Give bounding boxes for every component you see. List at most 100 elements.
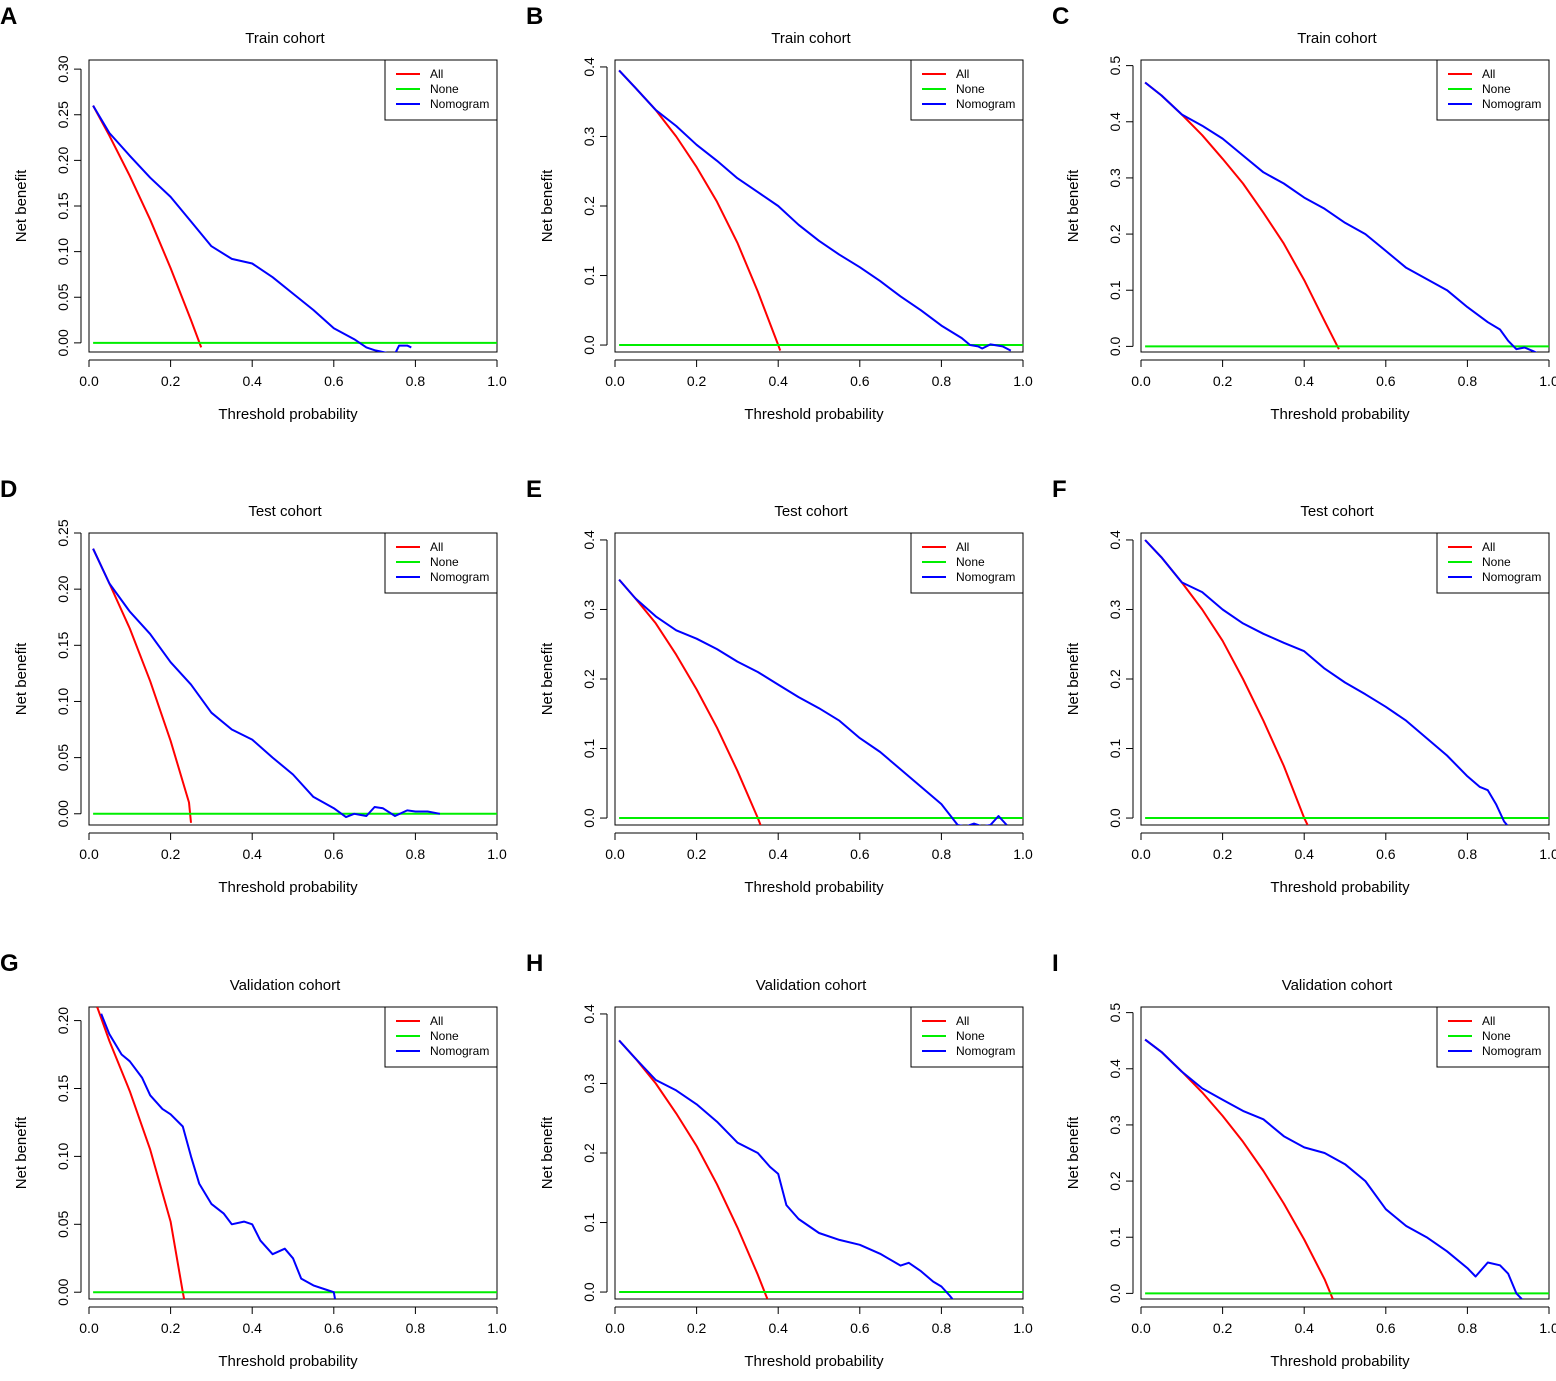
x-tick-label: 0.0	[605, 846, 625, 862]
y-tick-label: 0.3	[581, 1074, 597, 1094]
y-axis-label: Net benefit	[13, 1116, 30, 1189]
x-axis-label: Threshold probability	[744, 879, 884, 896]
plot-frame	[614, 532, 1024, 826]
chart-panel-h: H Validation cohort 0.0 0.2 0.4 0.6 0.8 1.0 Thre…	[526, 950, 1033, 1370]
plot-frame	[614, 59, 1024, 353]
x-tick-label: 0.6	[324, 373, 344, 389]
series-line-all	[92, 548, 192, 823]
x-tick-label: 0.4	[768, 373, 788, 389]
x-tick-label: 0.0	[1131, 1320, 1151, 1336]
chart-panel-e: E Test cohort 0.0 0.2 0.4 0.6 0.8 1.0 Threshold …	[526, 476, 1033, 896]
panel-letter: B	[526, 3, 543, 30]
x-axis-label: Threshold probability	[218, 406, 358, 423]
plot-frame	[88, 59, 498, 353]
x-tick-label: 0.8	[1458, 373, 1478, 389]
legend-label-none: None	[956, 1029, 985, 1043]
x-tick-label: 0.2	[687, 846, 707, 862]
y-tick-label: 0.4	[1107, 112, 1123, 132]
legend-label-all: All	[956, 1014, 969, 1028]
x-tick-label: 1.0	[1539, 846, 1556, 862]
y-tick-label: 0.25	[55, 519, 71, 546]
y-tick-label: 0.2	[1107, 224, 1123, 244]
y-tick-label: 0.2	[581, 1143, 597, 1163]
x-tick-label: 0.8	[932, 1320, 952, 1336]
panel-letter: A	[0, 3, 17, 30]
plot-frame	[1140, 532, 1550, 826]
chart-panel-f: F Test cohort 0.0 0.2 0.4 0.6 0.8 1.0 Threshold …	[1052, 476, 1556, 896]
x-tick-label: 0.8	[1458, 1320, 1478, 1336]
x-tick-label: 0.2	[161, 846, 181, 862]
x-tick-label: 0.6	[1376, 373, 1396, 389]
series-line-all	[618, 1039, 769, 1299]
x-tick-label: 0.2	[161, 373, 181, 389]
x-tick-label: 0.6	[324, 1320, 344, 1336]
x-tick-label: 0.4	[1294, 1320, 1314, 1336]
y-tick-label: 0.4	[581, 1004, 597, 1024]
legend-label-none: None	[1482, 82, 1511, 96]
x-axis-label: Threshold probability	[744, 1353, 884, 1370]
series-line-nomogram	[618, 1039, 954, 1299]
y-tick-label: 0.30	[55, 55, 71, 82]
x-tick-label: 0.0	[79, 373, 99, 389]
legend-label-nomogram: Nomogram	[956, 1044, 1015, 1058]
legend-label-all: All	[1482, 540, 1495, 554]
legend-label-all: All	[430, 540, 443, 554]
legend-label-nomogram: Nomogram	[956, 97, 1015, 111]
y-tick-label: 0.15	[55, 1075, 71, 1102]
x-tick-label: 0.0	[605, 373, 625, 389]
chart-panel-g: G Validation cohort 0.0 0.2 0.4 0.6 0.8 1.0 Thre…	[0, 950, 507, 1370]
y-tick-label: 0.1	[1107, 1227, 1123, 1247]
chart-panel-a: A Train cohort 0.0 0.2 0.4 0.6 0.8 1.0 Threshold…	[0, 3, 507, 423]
y-tick-label: 0.1	[581, 739, 597, 759]
x-tick-label: 0.8	[932, 373, 952, 389]
x-tick-label: 0.6	[1376, 846, 1396, 862]
legend-label-none: None	[1482, 1029, 1511, 1043]
series-line-nomogram	[100, 1013, 337, 1299]
chart-panel-c: C Train cohort 0.0 0.2 0.4 0.6 0.8 1.0 Threshold…	[1052, 3, 1556, 423]
series-line-nomogram	[1144, 81, 1538, 352]
x-axis-label: Threshold probability	[218, 1353, 358, 1370]
series-line-nomogram	[618, 578, 1008, 825]
y-tick-label: 0.1	[1107, 280, 1123, 300]
legend-label-all: All	[1482, 67, 1495, 81]
x-tick-label: 0.6	[1376, 1320, 1396, 1336]
series-line-nomogram	[1144, 1038, 1524, 1299]
y-tick-label: 0.1	[581, 266, 597, 286]
x-tick-label: 0.6	[324, 846, 344, 862]
legend-label-none: None	[956, 82, 985, 96]
series-line-all	[618, 69, 782, 351]
y-tick-label: 0.2	[1107, 1171, 1123, 1191]
y-tick-label: 0.3	[581, 127, 597, 147]
y-tick-label: 0.0	[581, 808, 597, 828]
x-tick-label: 0.8	[406, 846, 426, 862]
legend-label-nomogram: Nomogram	[956, 570, 1015, 584]
chart-title: Test cohort	[1300, 503, 1374, 520]
x-tick-label: 0.6	[850, 846, 870, 862]
legend-label-nomogram: Nomogram	[430, 570, 489, 584]
chart-title: Validation cohort	[1282, 977, 1393, 994]
x-tick-label: 0.4	[768, 846, 788, 862]
y-tick-label: 0.20	[55, 1007, 71, 1034]
chart-title: Validation cohort	[230, 977, 341, 994]
chart-title: Train cohort	[771, 30, 851, 47]
y-tick-label: 0.1	[1107, 739, 1123, 759]
y-tick-label: 0.05	[55, 1210, 71, 1237]
y-tick-label: 0.3	[1107, 600, 1123, 620]
y-axis-label: Net benefit	[539, 169, 556, 242]
x-tick-label: 1.0	[487, 373, 507, 389]
legend-label-all: All	[430, 67, 443, 81]
x-tick-label: 0.4	[242, 1320, 262, 1336]
chart-title: Train cohort	[245, 30, 325, 47]
x-tick-label: 0.0	[79, 846, 99, 862]
y-tick-label: 0.00	[55, 800, 71, 827]
y-tick-label: 0.5	[1107, 1003, 1123, 1023]
legend-label-none: None	[430, 555, 459, 569]
legend-label-none: None	[956, 555, 985, 569]
